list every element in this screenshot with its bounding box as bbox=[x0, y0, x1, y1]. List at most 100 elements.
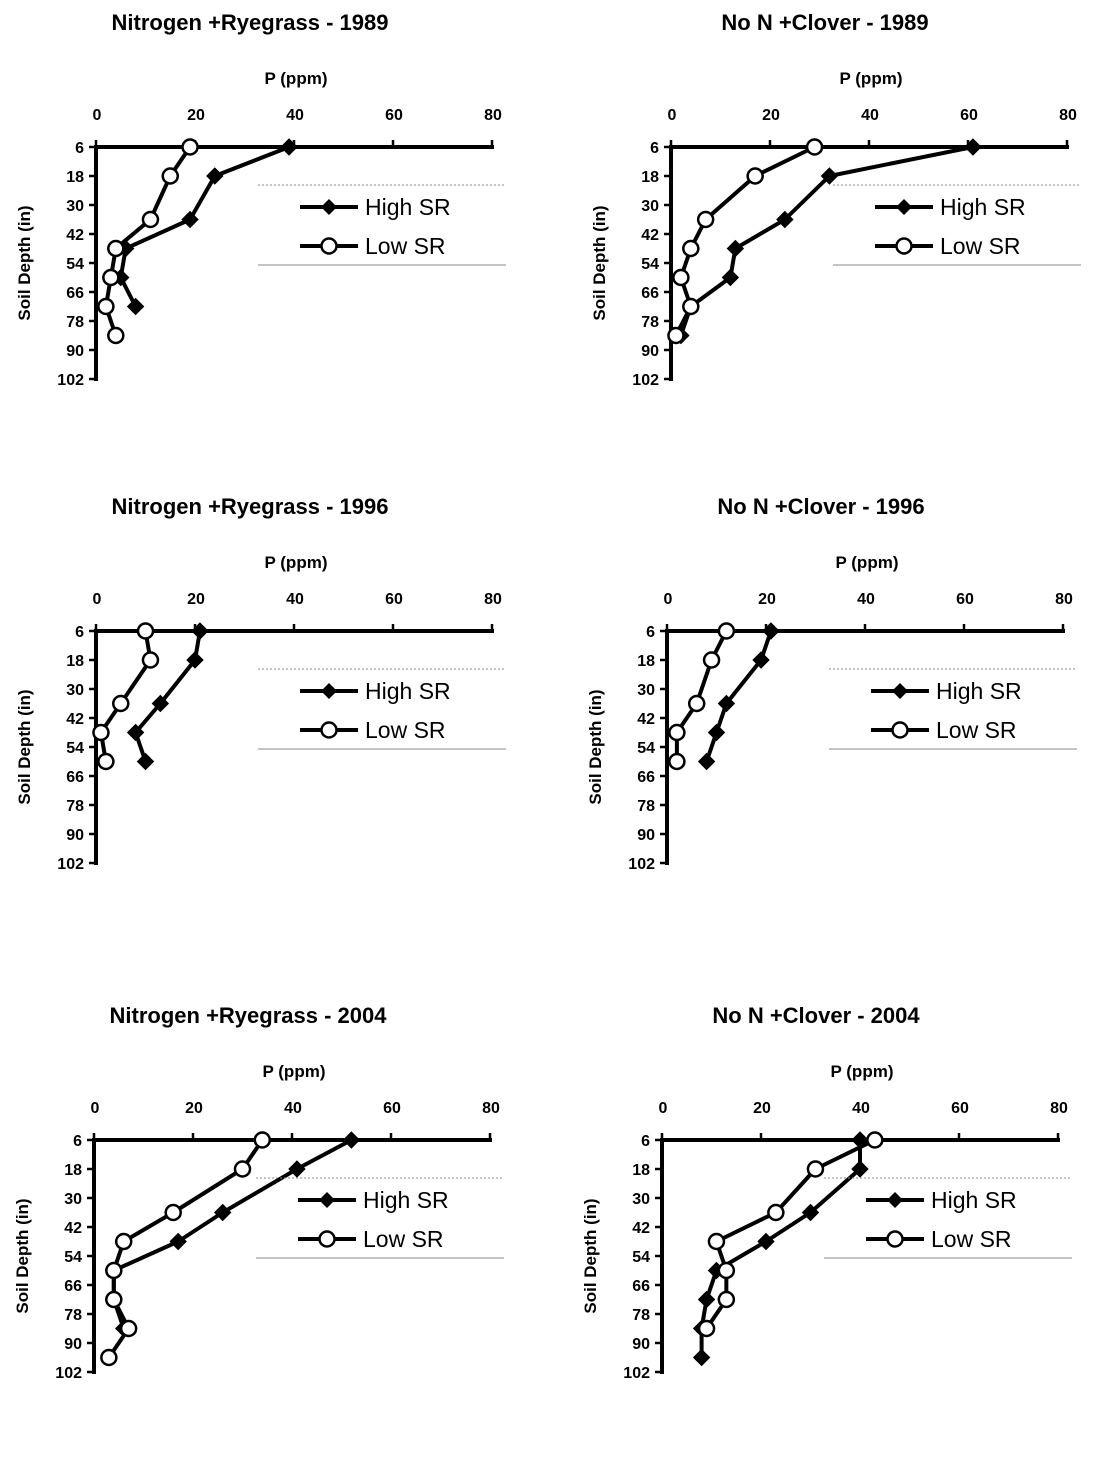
low-sr-point bbox=[687, 694, 706, 713]
x-tick-label: 60 bbox=[960, 107, 978, 124]
high-sr-point bbox=[151, 694, 170, 713]
chart-svg: Nitrogen +Ryegrass - 1989 P (ppm) Soil Dep… bbox=[15, 10, 506, 389]
chart-title: Nitrogen +Ryegrass - 1996 bbox=[112, 494, 389, 519]
y-tick-label: 6 bbox=[75, 624, 84, 641]
y-tick-label: 66 bbox=[637, 769, 655, 786]
legend-label: Low SR bbox=[365, 717, 446, 743]
x-tick-label: 40 bbox=[857, 591, 875, 608]
y-tick-label: 6 bbox=[75, 140, 84, 157]
x-tick-label: 80 bbox=[484, 591, 502, 608]
chart-svg: No N +Clover - 2004 P (ppm) Soil Depth (in… bbox=[581, 1003, 1072, 1382]
y-tick-label: 42 bbox=[641, 227, 659, 244]
low-sr-point bbox=[107, 326, 125, 345]
y-tick-label: 102 bbox=[55, 1365, 82, 1382]
high-sr-line bbox=[133, 630, 202, 763]
y-tick-label: 18 bbox=[632, 1162, 650, 1179]
chart-panel-3: Nitrogen +Ryegrass - 1996 P (ppm) Soil Dep… bbox=[0, 484, 551, 950]
y-tick-label: 54 bbox=[66, 740, 84, 757]
x-tick-label: 20 bbox=[185, 1100, 203, 1117]
legend-circle-marker bbox=[318, 1230, 336, 1248]
x-tick-label: 60 bbox=[383, 1100, 401, 1117]
y-tick-label: 102 bbox=[632, 372, 659, 389]
y-tick-label: 54 bbox=[641, 256, 659, 273]
low-sr-point bbox=[805, 138, 824, 156]
legend-label: High SR bbox=[363, 1187, 449, 1213]
legend-diamond-marker bbox=[319, 1192, 335, 1208]
y-axis-label: Soil Depth (in) bbox=[581, 1198, 600, 1313]
y-tick-label: 90 bbox=[637, 827, 655, 844]
legend-label: High SR bbox=[365, 678, 451, 704]
low-sr-point bbox=[746, 167, 764, 185]
chart-panel-1: Nitrogen +Ryegrass - 1989 P (ppm) Soil Dep… bbox=[0, 0, 551, 466]
low-sr-point bbox=[667, 326, 685, 345]
legend-label: High SR bbox=[365, 194, 451, 220]
legend-diamond-marker bbox=[321, 683, 337, 699]
x-tick-label: 80 bbox=[482, 1100, 500, 1117]
y-tick-label: 18 bbox=[66, 169, 84, 186]
x-tick-label: 20 bbox=[758, 591, 776, 608]
legend-circle-marker bbox=[320, 721, 338, 739]
low-sr-line bbox=[98, 630, 153, 762]
y-tick-label: 90 bbox=[64, 1336, 82, 1353]
high-sr-point bbox=[721, 268, 740, 287]
y-tick-label: 54 bbox=[632, 1249, 650, 1266]
high-sr-point bbox=[801, 1203, 820, 1222]
high-sr-point bbox=[191, 622, 209, 640]
high-sr-line bbox=[111, 1138, 353, 1330]
high-sr-point bbox=[342, 1131, 361, 1149]
high-sr-point bbox=[717, 694, 736, 713]
legend-circle-marker bbox=[895, 237, 913, 255]
high-sr-point bbox=[964, 138, 982, 156]
low-sr-point bbox=[233, 1160, 252, 1178]
high-sr-point bbox=[851, 1160, 869, 1178]
x-axis-label: P (ppm) bbox=[840, 69, 903, 88]
low-sr-point bbox=[696, 210, 715, 229]
y-tick-label: 30 bbox=[66, 682, 84, 699]
low-sr-point bbox=[107, 239, 125, 258]
high-sr-point bbox=[697, 752, 716, 771]
legend-diamond-marker bbox=[321, 199, 337, 215]
y-tick-label: 30 bbox=[632, 1191, 650, 1208]
chart-svg: Nitrogen +Ryegrass - 1996 P (ppm) Soil Dep… bbox=[15, 494, 506, 873]
x-tick-label: 40 bbox=[861, 107, 879, 124]
high-sr-point bbox=[126, 723, 145, 742]
x-tick-label: 80 bbox=[1059, 107, 1077, 124]
y-tick-label: 18 bbox=[637, 653, 655, 670]
high-sr-point bbox=[280, 138, 298, 156]
y-tick-label: 66 bbox=[66, 769, 84, 786]
high-sr-point bbox=[697, 1290, 716, 1309]
y-axis-label: Soil Depth (in) bbox=[590, 205, 609, 320]
x-tick-label: 0 bbox=[659, 1100, 668, 1117]
low-sr-point bbox=[97, 297, 115, 316]
chart-panel-2: No N +Clover - 1989 P (ppm) Soil Depth (in… bbox=[575, 0, 1102, 466]
y-tick-label: 6 bbox=[641, 1133, 650, 1150]
y-tick-label: 6 bbox=[73, 1133, 82, 1150]
y-tick-label: 30 bbox=[637, 682, 655, 699]
low-sr-point bbox=[161, 167, 179, 185]
y-tick-label: 54 bbox=[64, 1249, 82, 1266]
low-sr-point bbox=[136, 622, 155, 640]
high-sr-point bbox=[206, 167, 224, 185]
low-sr-point bbox=[767, 1203, 785, 1222]
chart-title: No N +Clover - 1996 bbox=[717, 494, 924, 519]
y-tick-label: 78 bbox=[632, 1307, 650, 1324]
legend-diamond-marker bbox=[887, 1192, 903, 1208]
y-tick-label: 54 bbox=[66, 256, 84, 273]
y-tick-label: 66 bbox=[64, 1278, 82, 1295]
x-tick-label: 40 bbox=[286, 591, 304, 608]
high-sr-point bbox=[776, 210, 794, 229]
low-sr-point bbox=[112, 694, 130, 713]
high-sr-point bbox=[707, 723, 726, 742]
legend-label: Low SR bbox=[940, 233, 1021, 259]
y-tick-label: 90 bbox=[641, 343, 659, 360]
high-sr-point bbox=[126, 297, 145, 316]
low-sr-line bbox=[674, 630, 729, 762]
y-tick-label: 90 bbox=[632, 1336, 650, 1353]
x-tick-label: 80 bbox=[1055, 591, 1073, 608]
x-tick-label: 60 bbox=[385, 107, 403, 124]
low-sr-point bbox=[164, 1203, 182, 1222]
x-tick-label: 20 bbox=[187, 591, 205, 608]
y-tick-label: 102 bbox=[57, 856, 84, 873]
y-tick-label: 42 bbox=[64, 1220, 82, 1237]
x-tick-label: 0 bbox=[93, 107, 102, 124]
